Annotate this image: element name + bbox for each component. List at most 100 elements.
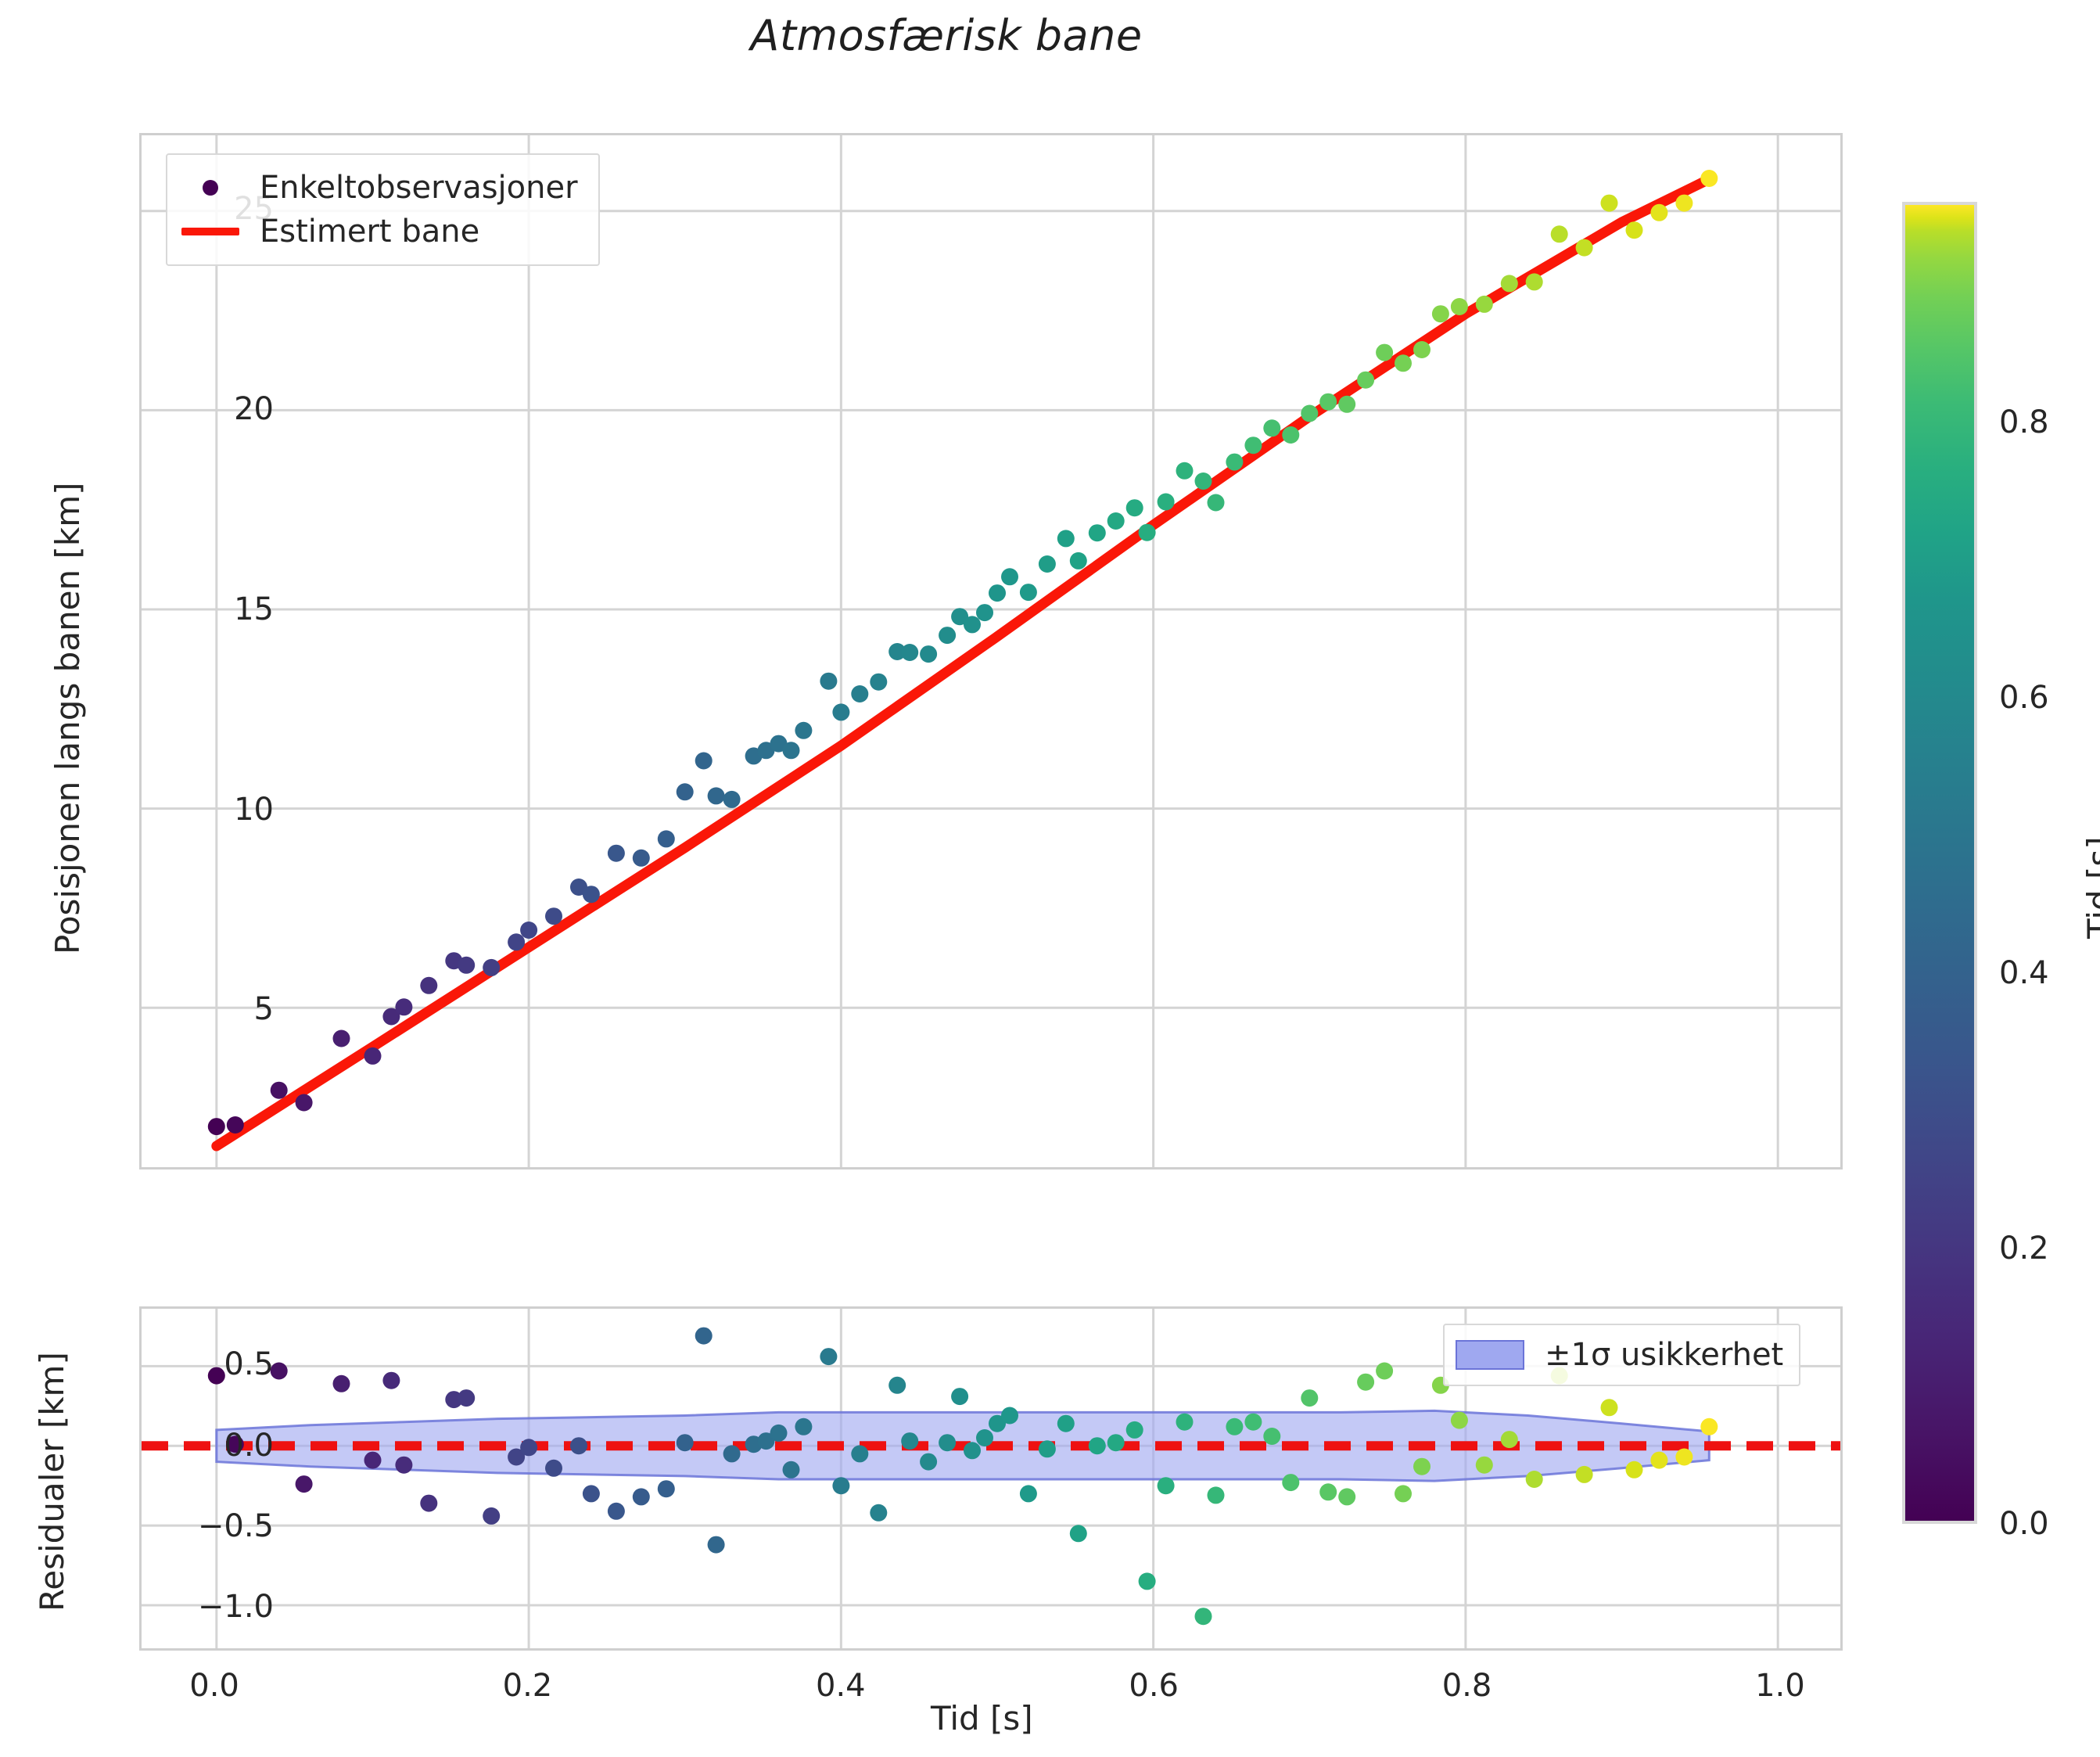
line-marker-icon	[181, 228, 239, 235]
observation-point	[332, 1029, 350, 1047]
band-swatch-icon	[1456, 1340, 1524, 1370]
observation-point	[676, 783, 694, 801]
residual-point	[1226, 1417, 1244, 1435]
observation-point	[1125, 499, 1143, 517]
legend-entry-observations: Enkeltobservasjoner	[181, 166, 578, 210]
observation-point	[1038, 555, 1056, 573]
residual-point	[920, 1453, 938, 1471]
residual-point	[582, 1485, 600, 1503]
residual-point	[1319, 1483, 1337, 1501]
residual-point	[976, 1429, 993, 1446]
residual-point	[1088, 1437, 1106, 1455]
estimated-trajectory-line	[211, 174, 1714, 1152]
observation-point	[1650, 203, 1668, 221]
residual-point	[832, 1477, 850, 1495]
residual-point	[964, 1442, 981, 1460]
x-tick: 0.8	[1441, 1668, 1492, 1704]
main-plot-legend: Enkeltobservasjoner Estimert bane	[166, 153, 600, 266]
residual-point	[207, 1367, 225, 1385]
observation-point	[1500, 275, 1518, 293]
observation-point	[1319, 393, 1337, 411]
residuals-plot-legend: ±1σ usikkerhet	[1443, 1324, 1801, 1386]
residual-point	[1650, 1451, 1668, 1469]
legend-label-fit: Estimert bane	[260, 214, 480, 250]
residual-point	[1450, 1411, 1468, 1429]
residual-point	[1282, 1474, 1300, 1492]
observation-point	[207, 1118, 225, 1136]
residual-point	[1625, 1461, 1643, 1479]
observation-point	[939, 627, 957, 645]
residual-point	[1700, 1417, 1718, 1435]
residual-point	[382, 1371, 400, 1389]
residual-point	[1525, 1471, 1543, 1488]
observation-point	[1338, 395, 1356, 413]
observation-point	[1157, 493, 1175, 511]
colorbar-tick: 0.6	[1999, 679, 2049, 716]
colorbar	[1902, 202, 1977, 1524]
residual-point	[1057, 1414, 1075, 1432]
observation-point	[1194, 472, 1212, 490]
observation-point	[976, 604, 993, 622]
residual-point	[770, 1424, 788, 1442]
observation-point	[1600, 194, 1618, 212]
main-plot-canvas	[142, 135, 1840, 1167]
observation-point	[382, 1008, 400, 1026]
residual-point	[226, 1435, 244, 1453]
legend-label-uncertainty: ±1σ usikkerhet	[1545, 1337, 1784, 1373]
residual-point	[1376, 1362, 1394, 1380]
observation-points-group	[207, 170, 1718, 1136]
observation-point	[1057, 530, 1075, 548]
observation-point	[888, 643, 906, 660]
observation-point	[226, 1116, 244, 1134]
residual-point	[939, 1434, 957, 1452]
residual-point	[888, 1376, 906, 1394]
observation-point	[964, 616, 981, 634]
residuals-y-tick: 0.5	[224, 1346, 274, 1383]
observation-point	[1226, 453, 1244, 471]
main-y-tick: 10	[234, 791, 274, 828]
residual-point	[1395, 1485, 1412, 1503]
observation-point	[1244, 437, 1262, 455]
residual-point	[1413, 1457, 1431, 1475]
observation-point	[270, 1081, 288, 1099]
observation-point	[832, 703, 850, 721]
residual-point	[1357, 1373, 1375, 1391]
main-y-tick: 5	[253, 991, 274, 1028]
observation-point	[920, 645, 938, 663]
residual-point	[820, 1348, 838, 1366]
residual-point	[1675, 1448, 1693, 1466]
residual-point	[520, 1439, 538, 1457]
colorbar-gradient	[1905, 205, 1974, 1521]
observation-point	[1001, 568, 1018, 586]
observation-point	[420, 976, 438, 994]
residual-point	[1138, 1572, 1156, 1590]
residual-point	[332, 1374, 350, 1392]
residual-point	[707, 1536, 725, 1554]
observation-point	[1395, 354, 1412, 372]
x-tick: 0.2	[502, 1668, 553, 1704]
observation-point	[695, 752, 713, 770]
residual-point	[364, 1451, 382, 1469]
residual-point	[1475, 1456, 1493, 1474]
observation-point	[607, 844, 625, 862]
colorbar-tick: 0.2	[1999, 1230, 2049, 1267]
x-tick: 0.6	[1129, 1668, 1179, 1704]
observation-point	[1107, 512, 1125, 530]
observation-point	[458, 956, 476, 974]
residual-point	[270, 1362, 288, 1380]
observation-point	[989, 584, 1006, 602]
residual-points-group	[207, 1327, 1718, 1626]
legend-entry-fit: Estimert bane	[181, 210, 578, 253]
residual-point	[1244, 1413, 1262, 1431]
observation-point	[1700, 170, 1718, 187]
residuals-y-axis-title: Residualer [km]	[33, 1352, 71, 1611]
observation-point	[545, 907, 562, 925]
residual-point	[901, 1432, 919, 1450]
observation-point	[483, 958, 501, 976]
x-tick: 1.0	[1755, 1668, 1805, 1704]
observation-point	[1450, 298, 1468, 315]
residual-point	[1500, 1431, 1518, 1449]
main-y-tick: 15	[234, 591, 274, 627]
observation-point	[951, 608, 969, 626]
observation-point	[1207, 494, 1225, 512]
